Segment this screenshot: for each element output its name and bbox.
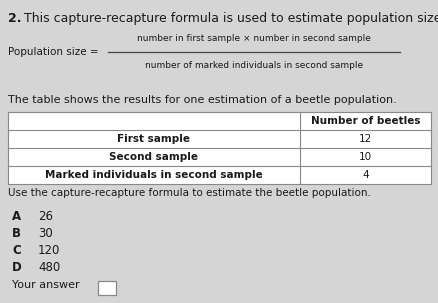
Text: Population size =: Population size = (8, 47, 102, 57)
Text: 30: 30 (38, 227, 53, 240)
Bar (8, 166, 430, 184)
Text: 4: 4 (361, 170, 368, 180)
Text: Marked individuals in second sample: Marked individuals in second sample (45, 170, 262, 180)
Text: A: A (12, 210, 21, 223)
Text: Use the capture-recapture formula to estimate the beetle population.: Use the capture-recapture formula to est… (8, 188, 370, 198)
Text: The table shows the results for one estimation of a beetle population.: The table shows the results for one esti… (8, 95, 396, 105)
Bar (98, 281, 116, 295)
Text: First sample: First sample (117, 134, 190, 144)
Text: C: C (12, 244, 21, 257)
Bar (8, 130, 430, 148)
Text: 12: 12 (358, 134, 371, 144)
Text: This capture-recapture formula is used to estimate population size:: This capture-recapture formula is used t… (20, 12, 438, 25)
Text: Second sample: Second sample (109, 152, 198, 162)
Text: 26: 26 (38, 210, 53, 223)
Text: 120: 120 (38, 244, 60, 257)
Text: Your answer: Your answer (12, 280, 79, 290)
Text: B: B (12, 227, 21, 240)
Text: Number of beetles: Number of beetles (310, 116, 419, 126)
Text: 480: 480 (38, 261, 60, 274)
Text: D: D (12, 261, 22, 274)
Text: 10: 10 (358, 152, 371, 162)
Bar (8, 148, 430, 166)
Bar (8, 112, 430, 130)
Text: number of marked individuals in second sample: number of marked individuals in second s… (145, 61, 362, 70)
Text: number in first sample × number in second sample: number in first sample × number in secon… (137, 34, 370, 43)
Text: 2.: 2. (8, 12, 21, 25)
